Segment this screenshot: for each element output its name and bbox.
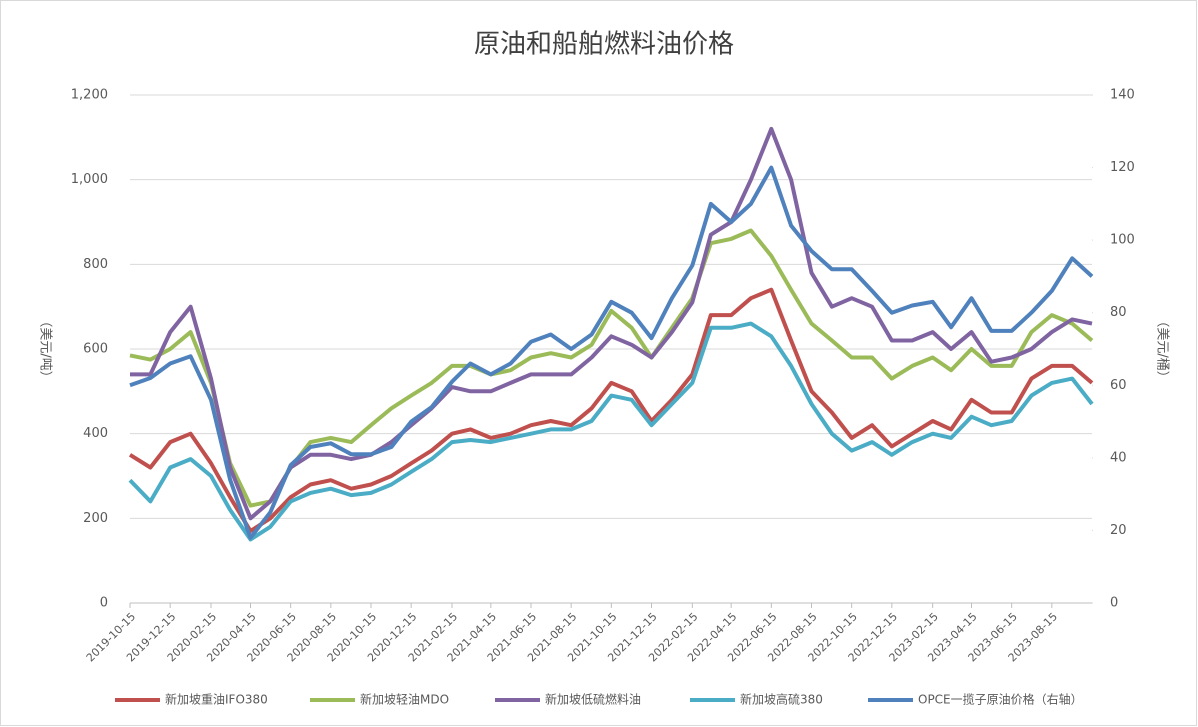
y2-tick-label: 0: [1110, 596, 1118, 611]
y2-tick-label: 60: [1110, 378, 1127, 393]
chart-title: 原油和船舶燃料油价格: [474, 30, 734, 60]
y2-tick-label: 100: [1110, 233, 1135, 248]
y2-tick-label: 80: [1110, 305, 1127, 320]
y2-tick-label: 120: [1110, 160, 1135, 175]
y-tick-label: 200: [83, 511, 108, 526]
y-tick-label: 600: [83, 342, 108, 357]
y2-tick-label: 20: [1110, 523, 1127, 538]
legend-label: 新加坡低硫燃料油: [545, 692, 641, 707]
legend-label: 新加坡高硫380: [740, 692, 823, 707]
y2-tick-label: 40: [1110, 450, 1127, 465]
series-line: [128, 321, 1094, 542]
y-tick-label: 1,200: [71, 88, 108, 103]
y2-tick-label: 140: [1110, 88, 1135, 103]
legend-label: 新加坡轻油MDO: [360, 692, 449, 707]
y2-axis-title: （美元/桶）: [1155, 314, 1170, 383]
series-line: [129, 165, 1094, 540]
y-tick-label: 0: [100, 596, 108, 611]
y-tick-label: 800: [83, 257, 108, 272]
y-tick-label: 400: [83, 426, 108, 441]
legend-label: 新加坡重油IFO380: [165, 692, 268, 707]
y-axis-title: （美元/吨）: [38, 314, 53, 383]
y-tick-label: 1,000: [71, 172, 108, 187]
legend-label: OPCE一揽子原油价格（右轴）: [918, 692, 1083, 707]
series-line: [128, 287, 1094, 533]
